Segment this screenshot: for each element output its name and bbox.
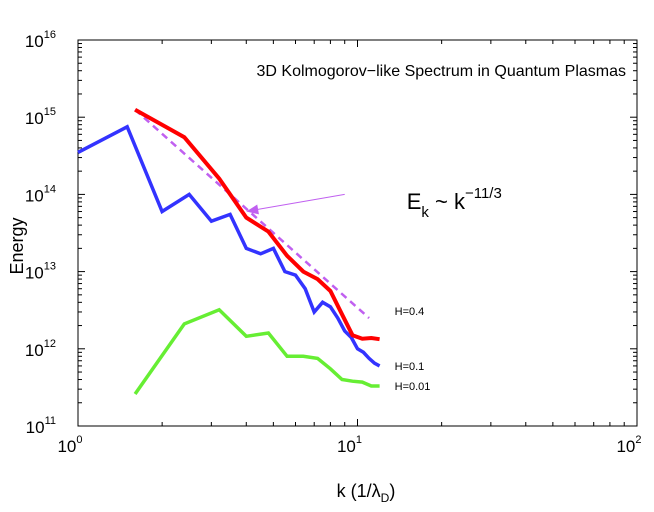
series-line-h-0-1	[77, 124, 381, 368]
tick-base: 10	[57, 437, 76, 456]
formula-k: k	[454, 189, 466, 214]
x-tick-label: 101	[337, 434, 362, 456]
series-label-h-0-1: H=0.1	[395, 361, 425, 373]
tick-exponent: 2	[635, 434, 641, 446]
tick-exponent: 1	[356, 434, 362, 446]
formula-superscript: −11/3	[465, 185, 502, 202]
tick-base: 10	[337, 437, 356, 456]
tick-base: 10	[25, 109, 44, 128]
annotation-layer: Ek ~ k−11/3	[246, 185, 502, 221]
tick-exponent: 15	[44, 106, 56, 118]
annotation-arrow-head	[246, 204, 259, 215]
y-tick-label: 1016	[25, 29, 56, 51]
formula-tilde: ~	[429, 189, 454, 214]
y-tick-label: 1012	[25, 338, 56, 360]
fit-line-layer	[134, 108, 370, 320]
tick-exponent: 14	[44, 183, 56, 195]
tick-base: 10	[616, 437, 635, 456]
formula-base: E	[407, 189, 422, 214]
tick-exponent: 0	[76, 434, 82, 446]
x-tick-label: 100	[57, 434, 82, 456]
fit-line-k-11-3	[134, 108, 370, 320]
tick-base: 10	[25, 186, 44, 205]
series-line-h-0-4	[134, 107, 380, 342]
x-axis-label: k (1/λD)	[337, 481, 396, 505]
y-axis-label: Energy	[7, 217, 27, 274]
axis-ticks	[77, 40, 637, 427]
x-axis-label-close: )	[389, 481, 395, 501]
series-label-h-0-01: H=0.01	[395, 381, 431, 393]
formula-subscript: k	[421, 204, 429, 221]
series-line-h-0-01	[133, 307, 380, 396]
y-tick-label: 1015	[25, 106, 56, 128]
tick-base: 10	[25, 32, 44, 51]
tick-exponent: 12	[44, 338, 56, 350]
annotation-arrow-shaft	[254, 193, 345, 211]
series-label-h-0-4: H=0.4	[395, 306, 425, 318]
x-axis-label-main: k (1/λ	[337, 481, 381, 501]
x-axis-label-sub: D	[381, 491, 390, 505]
tick-exponent: 11	[45, 415, 56, 427]
tick-base: 10	[25, 341, 44, 360]
y-tick-label: 1014	[25, 183, 56, 205]
tick-exponent: 13	[44, 261, 56, 273]
tick-exponent: 16	[44, 29, 56, 41]
chart-title: 3D Kolmogorov−like Spectrum in Quantum P…	[257, 63, 627, 80]
x-tick-label: 102	[616, 434, 641, 456]
tick-base: 10	[25, 264, 44, 283]
series-layer: H=0.1 H=0.01 H=0.4	[77, 107, 431, 396]
tick-base: 10	[26, 418, 45, 437]
scaling-law-annotation: Ek ~ k−11/3	[407, 185, 502, 221]
y-tick-label: 1013	[25, 261, 56, 283]
y-tick-label: 1011	[26, 415, 56, 437]
plot-frame	[77, 39, 638, 427]
